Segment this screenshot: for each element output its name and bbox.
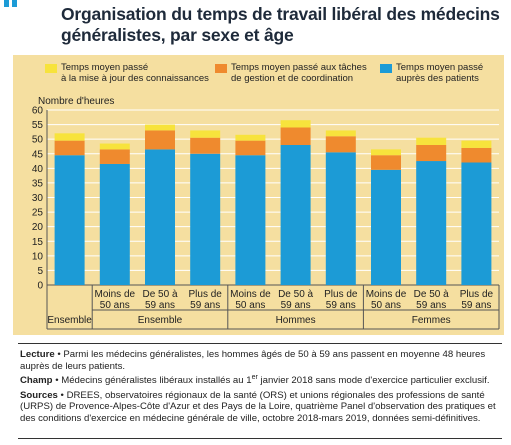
notes-top-rule — [18, 343, 502, 344]
y-tick-label: 30 — [32, 193, 44, 204]
x-tick-label: 59 ans — [281, 300, 311, 311]
y-tick-label: 20 — [32, 222, 44, 233]
y-tick-label: 15 — [32, 237, 44, 248]
bar-segment-mise-a-jour — [416, 137, 447, 145]
legend-swatch-blue — [380, 64, 392, 73]
bar-segment-patients — [235, 155, 266, 285]
y-tick-label: 40 — [32, 164, 44, 175]
note-bullet: • — [57, 349, 61, 360]
x-tick-label: 59 ans — [461, 300, 491, 311]
group-label: Ensemble — [47, 315, 92, 326]
notes-bottom-rule — [18, 438, 502, 439]
bar-segment-mise-a-jour — [145, 124, 175, 131]
y-tick-label: 55 — [32, 120, 44, 131]
bar-segment-patients — [190, 153, 221, 285]
bar-segment-gestion — [54, 140, 85, 156]
bar-segment-patients — [145, 149, 175, 285]
notes-panel — [13, 335, 504, 445]
bar-segment-gestion — [461, 147, 492, 163]
x-tick-label: 50 ans — [100, 300, 130, 311]
note-bullet: • — [55, 375, 59, 386]
bar-segment-mise-a-jour — [371, 149, 401, 156]
note-champ: Champ • Médecins généralistes libéraux i… — [20, 373, 500, 387]
note-lecture: Lecture • Parmi les médecins généraliste… — [20, 349, 500, 372]
bar-segment-mise-a-jour — [461, 140, 492, 148]
note-sources: Sources • DREES, observatoires régionaux… — [20, 390, 500, 425]
x-tick-label: 50 ans — [235, 300, 265, 311]
x-tick-label: 59 ans — [190, 300, 220, 311]
x-tick-label: Plus de — [460, 289, 494, 300]
bar-segment-mise-a-jour — [54, 133, 85, 141]
x-tick-label: De 50 à — [414, 289, 449, 300]
note-champ-label: Champ — [20, 375, 53, 386]
x-tick-label: 59 ans — [145, 300, 175, 311]
y-tick-label: 5 — [37, 266, 43, 277]
note-champ-text: Médecins généralistes libéraux installés… — [61, 375, 252, 386]
bar-segment-gestion — [190, 137, 221, 154]
bar-segment-mise-a-jour — [325, 130, 356, 137]
x-tick-label: Plus de — [324, 289, 358, 300]
bar-segment-patients — [54, 155, 85, 285]
bar-segment-mise-a-jour — [190, 130, 221, 138]
bar-segment-patients — [371, 169, 401, 285]
bar-segment-gestion — [145, 130, 175, 150]
x-tick-label: 59 ans — [416, 300, 446, 311]
bar-segment-patients — [325, 152, 356, 285]
note-lecture-text: Parmi les médecins généralistes, les hom… — [20, 349, 486, 372]
x-tick-label: 50 ans — [371, 300, 401, 311]
note-champ-sup: er — [251, 373, 258, 381]
x-tick-label: 59 ans — [326, 300, 356, 311]
bar-segment-gestion — [99, 149, 130, 164]
bar-segment-gestion — [416, 145, 447, 162]
bar-segment-patients — [99, 163, 130, 285]
legend-label-gestion: Temps moyen passé aux tâches de gestion … — [231, 62, 367, 84]
x-tick-label: Moins de — [366, 289, 407, 300]
bar-segment-patients — [280, 145, 311, 285]
bar-segment-gestion — [280, 127, 311, 145]
bar-segment-patients — [416, 161, 447, 285]
chart-title: Organisation du temps de travail libéral… — [61, 4, 500, 45]
x-tick-label: De 50 à — [278, 289, 313, 300]
group-label: Hommes — [276, 315, 316, 326]
bar-segment-mise-a-jour — [235, 134, 266, 141]
bar-segment-patients — [461, 162, 492, 285]
note-bullet: • — [60, 389, 64, 401]
bar-segment-gestion — [325, 136, 356, 153]
group-label: Ensemble — [138, 315, 183, 326]
bar-segment-mise-a-jour — [280, 120, 311, 128]
group-label: Femmes — [412, 315, 451, 326]
y-tick-label: 35 — [32, 178, 44, 189]
x-tick-label: Moins de — [230, 289, 271, 300]
y-axis-label: Nombre d'heures — [38, 96, 114, 107]
note-champ-text-2: janvier 2018 sans mode d'exercice partic… — [257, 375, 490, 386]
legend-swatch-yellow — [45, 64, 57, 73]
bar-segment-gestion — [371, 155, 401, 170]
x-tick-label: Plus de — [189, 289, 223, 300]
legend-label-mise-a-jour: Temps moyen passé à la mise à jour des c… — [61, 62, 209, 84]
legend-label-patients: Temps moyen passé auprès des patients — [396, 62, 484, 84]
legend-swatch-orange — [215, 64, 227, 73]
y-tick-label: 60 — [32, 106, 44, 117]
y-tick-label: 45 — [32, 149, 44, 160]
x-tick-label: De 50 à — [142, 289, 177, 300]
y-tick-label: 25 — [32, 208, 44, 219]
y-tick-label: 0 — [37, 281, 43, 292]
note-sources-label: Sources — [20, 389, 58, 401]
y-tick-label: 50 — [32, 135, 44, 146]
bar-segment-mise-a-jour — [99, 143, 130, 150]
y-tick-label: 10 — [32, 251, 44, 262]
note-sources-text: DREES, observatoires régionaux de la san… — [20, 389, 496, 424]
note-lecture-label: Lecture — [20, 349, 55, 360]
bar-segment-gestion — [235, 140, 266, 156]
notes-block: Lecture • Parmi les médecins généraliste… — [20, 349, 500, 427]
x-tick-label: Moins de — [95, 289, 136, 300]
corner-decoration — [4, 0, 17, 7]
